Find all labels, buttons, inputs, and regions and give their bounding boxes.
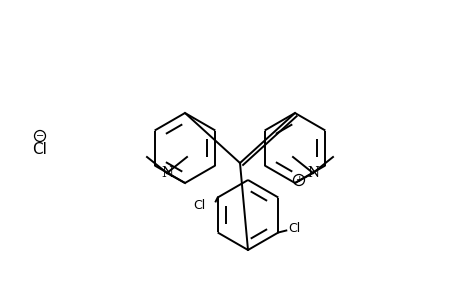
Text: N: N [306,166,319,180]
Text: Cl: Cl [288,222,300,235]
Text: Cl: Cl [193,199,206,212]
Text: +: + [295,176,302,184]
Text: −: − [36,131,44,141]
Text: Cl: Cl [33,142,47,158]
Text: N: N [161,166,173,180]
